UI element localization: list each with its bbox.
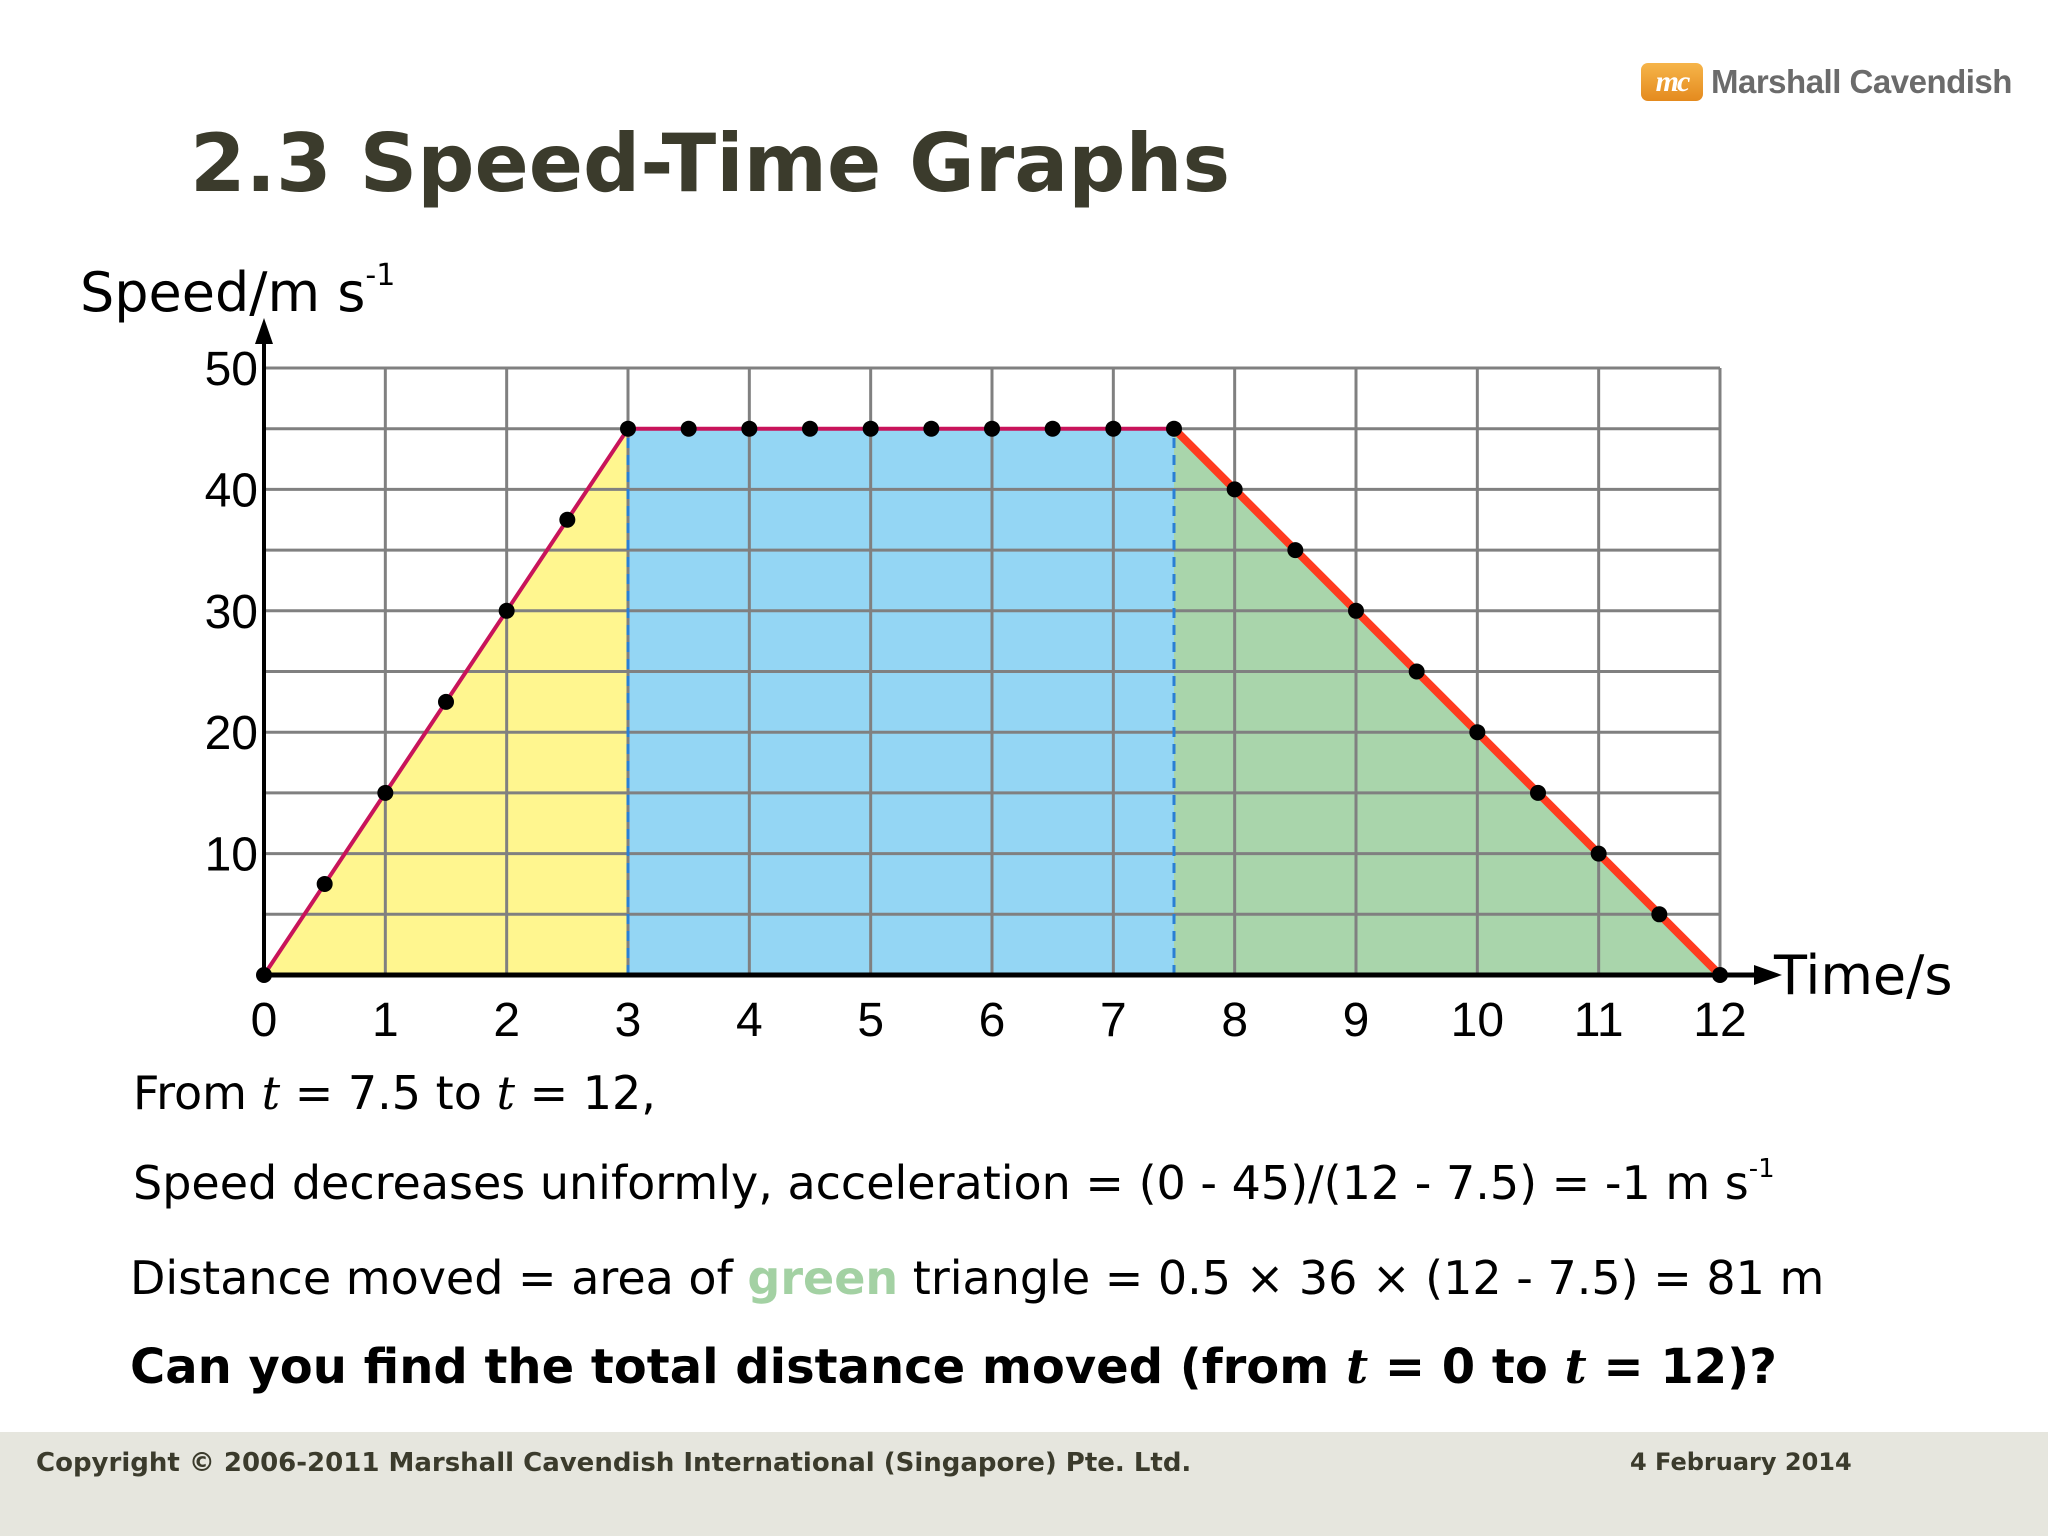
data-point-18 — [1348, 602, 1364, 619]
question-a: Can you find the total distance moved (f… — [130, 1339, 1346, 1395]
data-point-19 — [1408, 663, 1425, 680]
y-tick-label-1: 20 — [205, 707, 258, 760]
text-line-1-c: = 12, — [514, 1066, 656, 1120]
data-point-8 — [741, 420, 758, 437]
y-tick-label-2: 30 — [205, 586, 258, 639]
brand-logo: mc Marshall Cavendish — [1641, 60, 2012, 104]
x-tick-label-11: 11 — [1574, 994, 1624, 1047]
data-point-7 — [680, 420, 697, 437]
x-tick-label-0: 0 — [251, 994, 278, 1047]
data-point-0 — [256, 967, 272, 983]
green-word: green — [747, 1251, 899, 1305]
question-t2: t — [1564, 1339, 1587, 1395]
data-point-24 — [1712, 967, 1728, 983]
data-point-15 — [1166, 420, 1182, 437]
x-tick-label-5: 5 — [857, 994, 884, 1047]
data-point-12 — [984, 420, 1000, 437]
data-point-21 — [1530, 784, 1546, 801]
x-axis-label: Time/s — [1774, 944, 1953, 1007]
data-point-23 — [1651, 906, 1668, 923]
x-tick-label-1: 1 — [372, 994, 399, 1047]
question-t1: t — [1345, 1339, 1369, 1395]
brand-name: Marshall Cavendish — [1711, 63, 2012, 100]
text-line-1-b: = 7.5 to — [280, 1066, 497, 1120]
data-point-20 — [1469, 724, 1486, 741]
copyright-text: Copyright © 2006-2011 Marshall Cavendish… — [36, 1448, 1192, 1478]
text-line-2-sup: -1 — [1748, 1154, 1775, 1184]
footer-date: 4 February 2014 — [1630, 1448, 1852, 1476]
x-tick-label-10: 10 — [1451, 994, 1504, 1047]
page-title: 2.3 Speed-Time Graphs — [190, 117, 1231, 210]
data-point-22 — [1590, 845, 1607, 862]
text-line-1-t2: t — [496, 1066, 515, 1120]
text-line-3-b: triangle = 0.5 × 36 × (12 - 7.5) = 81 m — [898, 1251, 1825, 1305]
data-point-2 — [377, 784, 394, 801]
area-region-2 — [628, 428, 1174, 975]
y-tick-label-3: 40 — [205, 464, 258, 517]
data-point-17 — [1287, 542, 1304, 559]
data-point-13 — [1044, 420, 1061, 437]
data-point-9 — [802, 420, 818, 437]
data-point-1 — [316, 875, 333, 892]
decelerating-line-segment — [1170, 424, 1724, 979]
x-tick-label-7: 7 — [1100, 994, 1127, 1047]
y-tick-label-0: 10 — [205, 829, 258, 882]
data-point-3 — [438, 693, 454, 710]
y-axis-arrow-icon — [255, 318, 273, 344]
x-tick-label-12: 12 — [1693, 994, 1746, 1047]
text-line-3: Distance moved = area of green triangle … — [130, 1251, 1824, 1305]
data-point-16 — [1226, 481, 1243, 498]
x-tick-label-3: 3 — [615, 994, 642, 1047]
x-axis-arrow-icon — [1754, 965, 1782, 985]
data-point-5 — [559, 511, 576, 528]
text-line-2-a: Speed decreases uniformly, acceleration … — [133, 1156, 1749, 1210]
question-c: = 12)? — [1586, 1339, 1777, 1395]
data-point-6 — [620, 420, 636, 437]
data-point-14 — [1105, 420, 1122, 437]
y-axis-label: Speed/m s-1 — [80, 258, 395, 324]
x-tick-label-2: 2 — [493, 994, 520, 1047]
question-line: Can you find the total distance moved (f… — [130, 1339, 1777, 1395]
y-axis-label-base: Speed/m s — [80, 261, 366, 324]
text-line-1-t1: t — [261, 1066, 281, 1120]
y-tick-label-4: 50 — [205, 343, 258, 396]
text-line-2: Speed decreases uniformly, acceleration … — [133, 1154, 1775, 1210]
text-line-1-a: From — [133, 1066, 262, 1120]
text-line-3-a: Distance moved = area of — [130, 1251, 748, 1305]
data-point-11 — [923, 420, 940, 437]
y-axis-label-sup: -1 — [365, 258, 396, 293]
x-tick-label-9: 9 — [1343, 994, 1370, 1047]
footer-bar — [0, 1432, 2048, 1536]
question-b: = 0 to — [1368, 1339, 1565, 1395]
x-tick-label-8: 8 — [1221, 994, 1248, 1047]
x-tick-label-6: 6 — [979, 994, 1006, 1047]
x-tick-label-4: 4 — [736, 994, 763, 1047]
data-point-10 — [862, 420, 879, 437]
text-line-1: From t = 7.5 to t = 12, — [133, 1066, 656, 1120]
mc-logo-icon: mc — [1641, 63, 1703, 101]
data-point-4 — [498, 602, 515, 619]
